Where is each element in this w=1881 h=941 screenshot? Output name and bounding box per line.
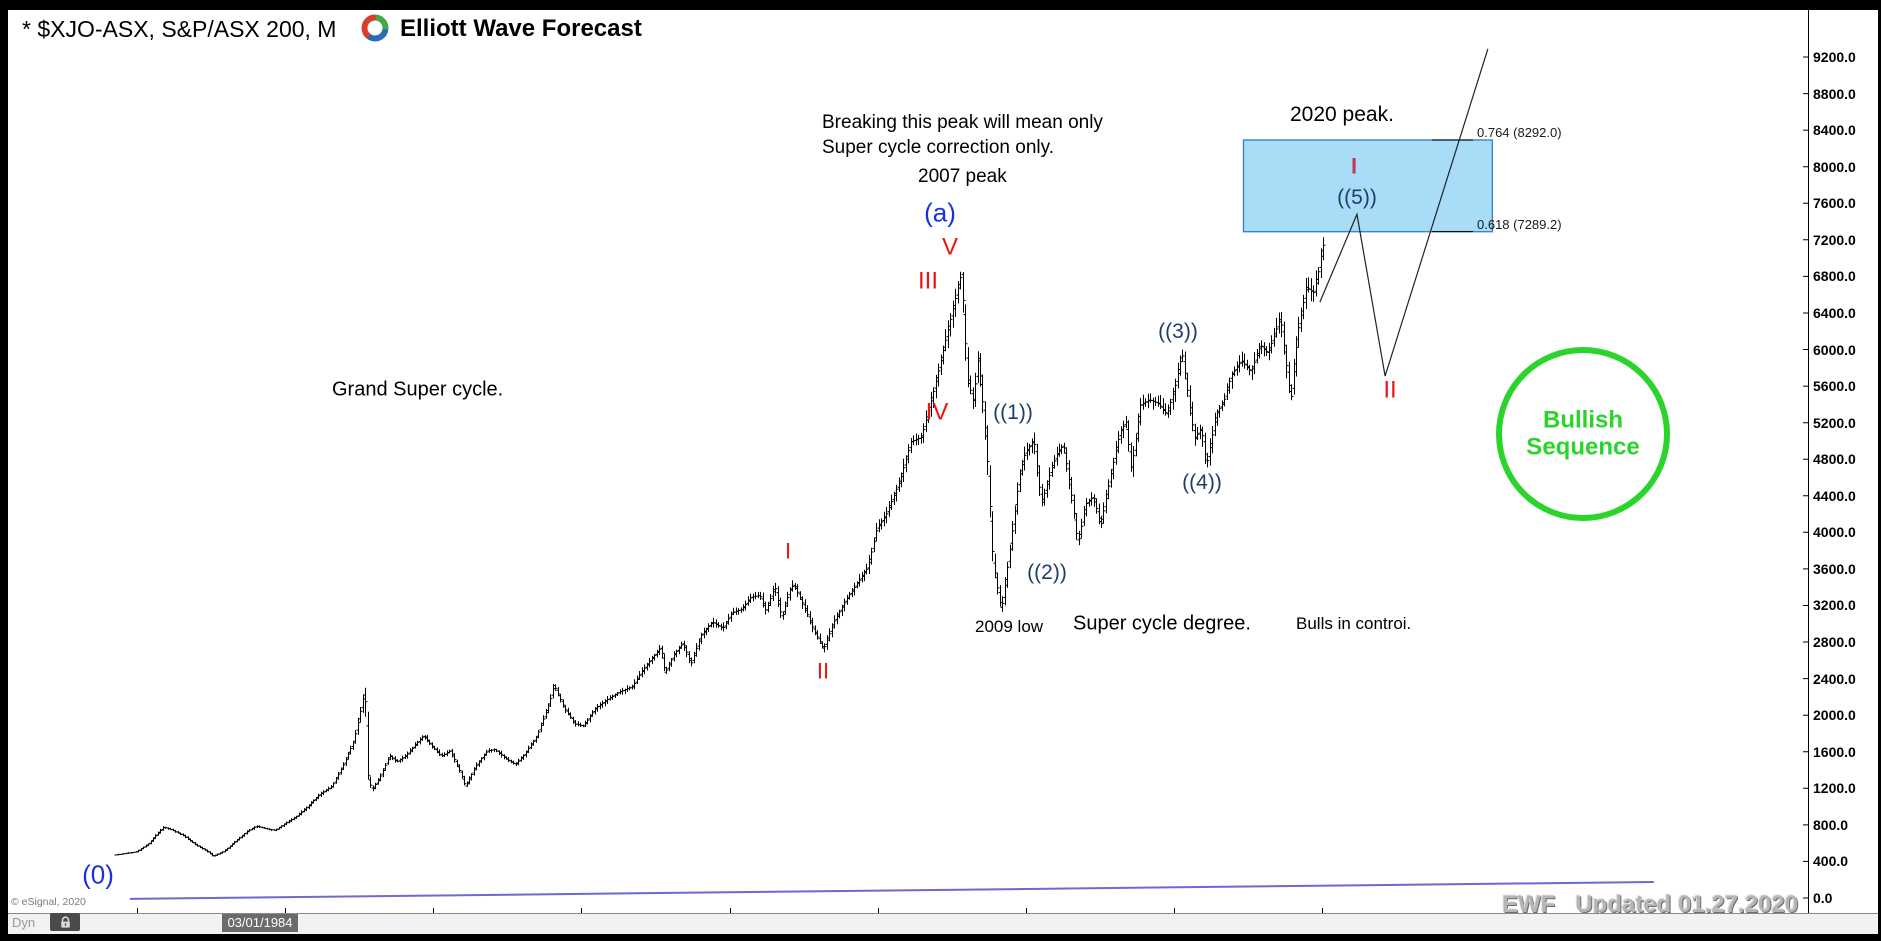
- bullish-sequence-line2: Sequence: [1526, 433, 1640, 461]
- base-trendline[interactable]: [129, 881, 1654, 900]
- annotation-bulls-in-control: Bulls in controi.: [1296, 614, 1412, 634]
- axis-ticks: [137, 56, 1808, 913]
- price-axis-label: 7200.0: [1813, 231, 1856, 248]
- scale-top-price-tag: 9665.6: [1815, 13, 1854, 27]
- price-axis-label: 0.0: [1813, 890, 1833, 906]
- bullish-sequence-line1: Bullish: [1542, 406, 1624, 434]
- price-axis-label: 3600.0: [1813, 560, 1856, 577]
- annotation-breaking-peak-line1: Breaking this peak will mean only: [822, 112, 1103, 134]
- annotation-2007-peak: 2007 peak: [918, 166, 1007, 188]
- annotation-grand-super-cycle: Grand Super cycle.: [332, 378, 504, 401]
- wave-label-circle1: ((1)): [993, 401, 1033, 425]
- price-axis-label: 3200.0: [1813, 597, 1856, 614]
- last-price-tag: 7031.5: [1815, 247, 1858, 263]
- price-axis-label: 2800.0: [1813, 634, 1856, 651]
- price-axis-label: 800.0: [1813, 816, 1849, 833]
- wave-label-IV: IV: [925, 398, 949, 426]
- wave-label-I-2002: I: [784, 538, 792, 564]
- price-axis-label: 4400.0: [1813, 487, 1856, 504]
- padlock-icon[interactable]: [50, 913, 80, 931]
- price-axis-label: 9200.0: [1813, 49, 1856, 65]
- bullish-sequence-circle: [1496, 347, 1670, 521]
- wave-label-II-projected: II: [1383, 376, 1397, 404]
- wave-label-I-2020: I: [1350, 153, 1358, 179]
- projection-path: [1319, 48, 1489, 377]
- price-axis-label: 6800.0: [1813, 268, 1856, 285]
- fib-label-0764: 0.764 (8292.0): [1477, 125, 1562, 141]
- elliott-wave-forecast-logo-icon: [358, 11, 392, 50]
- annotation-2009-low: 2009 low: [975, 617, 1044, 637]
- wave-label-circle4: ((4)): [1182, 471, 1222, 495]
- price-axis-label: 6000.0: [1813, 341, 1856, 358]
- price-axis-label: 8000.0: [1813, 158, 1856, 175]
- crosshair-date-box: 03/01/1984: [222, 914, 298, 932]
- wave-label-II-2003: II: [816, 658, 830, 684]
- dyn-mode-button[interactable]: Dyn: [12, 915, 36, 930]
- brand-title: Elliott Wave Forecast: [400, 15, 642, 42]
- wave-label-III: III: [917, 267, 939, 295]
- price-axis-label: 1200.0: [1813, 780, 1856, 797]
- price-bars: [114, 237, 1326, 857]
- price-axis-label: 2400.0: [1813, 670, 1856, 687]
- wave-label-circle5: ((5)): [1337, 186, 1377, 210]
- price-axis-label: 4800.0: [1813, 451, 1856, 468]
- wave-label-circle2: ((2)): [1027, 561, 1067, 585]
- price-axis-label: 2000.0: [1813, 707, 1856, 724]
- price-axis-label: 400.0: [1813, 853, 1849, 870]
- price-axis-label: 8800.0: [1813, 85, 1856, 102]
- wave-label-a: (a): [924, 197, 956, 228]
- chart-canvas: [8, 10, 1878, 933]
- chart-title: * $XJO-ASX, S&P/ASX 200, M: [22, 16, 337, 42]
- bottom-status-bar: [8, 913, 1878, 934]
- wave-label-0: (0): [82, 859, 114, 890]
- wave-label-V: V: [941, 233, 959, 261]
- annotation-super-cycle-degree: Super cycle degree.: [1073, 612, 1251, 635]
- price-axis-label: 5600.0: [1813, 378, 1856, 395]
- price-axis-label: 7600.0: [1813, 195, 1856, 212]
- price-axis-label: 4000.0: [1813, 524, 1856, 541]
- price-axis-label: 8400.0: [1813, 122, 1856, 139]
- price-axis-label: 6400.0: [1813, 304, 1856, 321]
- price-axis-label: 5200.0: [1813, 414, 1856, 431]
- price-axis-label: 1600.0: [1813, 743, 1856, 760]
- wave-label-circle3: ((3)): [1158, 320, 1198, 344]
- fib-target-box: [1242, 139, 1494, 233]
- fib-label-0618: 0.618 (7289.2): [1477, 217, 1562, 233]
- annotation-2020-peak: 2020 peak.: [1290, 103, 1394, 127]
- esignal-copyright: © eSignal, 2020: [11, 896, 86, 908]
- annotation-breaking-peak-line2: Super cycle correction only.: [822, 137, 1054, 159]
